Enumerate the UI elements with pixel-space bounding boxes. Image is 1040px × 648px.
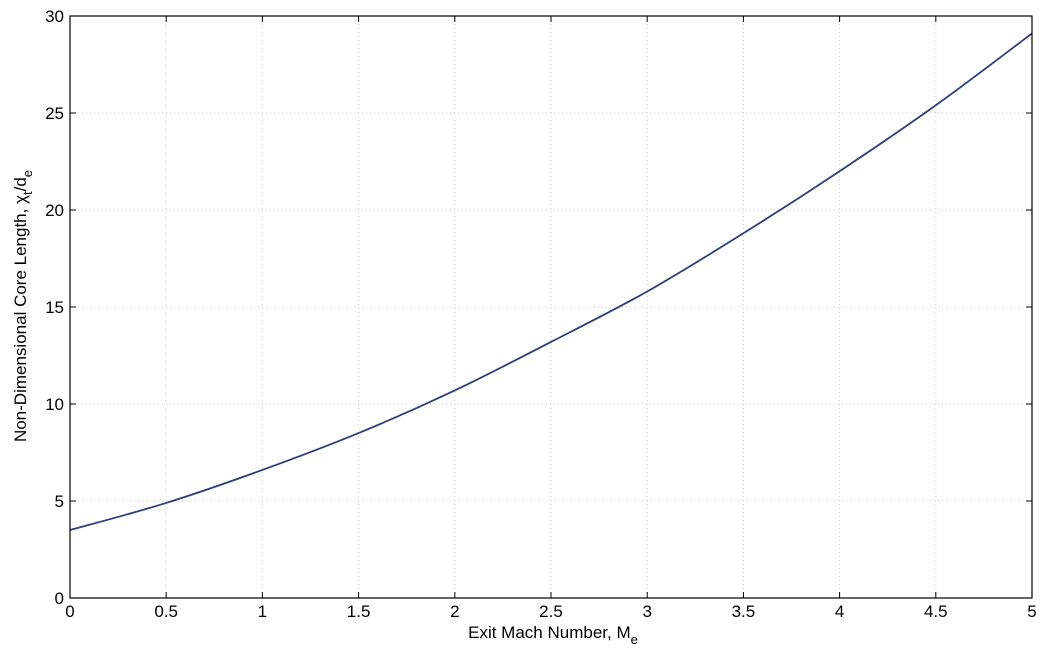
y-tick-label: 15	[45, 298, 64, 317]
x-tick-labels: 0 0.5 1 1.5 2 2.5 3 3.5 4 4.5 5	[65, 602, 1036, 621]
y-tick-label: 20	[45, 201, 64, 220]
x-tick-label: 4	[835, 602, 844, 621]
y-axis-title: Non-Dimensional Core Length, χt/de	[11, 170, 35, 442]
series-layer	[69, 32, 1033, 531]
x-tick-label: 2	[450, 602, 459, 621]
y-tick-label: 5	[55, 492, 64, 511]
x-tick-label: 3	[642, 602, 651, 621]
y-tick-label: 25	[45, 104, 64, 123]
x-tick-label: 4.5	[924, 602, 948, 621]
x-tick-label: 0.5	[154, 602, 178, 621]
x-tick-label: 1	[258, 602, 267, 621]
y-tick-labels: 0 5 10 15 20 25 30	[45, 7, 64, 608]
ticks	[69, 15, 1033, 599]
grid	[70, 16, 1032, 598]
x-tick-label: 1.5	[347, 602, 371, 621]
y-tick-label: 30	[45, 7, 64, 26]
y-tick-label: 10	[45, 395, 64, 414]
x-tick-label: 0	[65, 602, 74, 621]
x-tick-label: 3.5	[732, 602, 756, 621]
series-line	[69, 32, 1033, 531]
x-tick-label: 5	[1027, 602, 1036, 621]
x-axis-title: Exit Mach Number, Me	[468, 623, 638, 647]
x-tick-label: 2.5	[539, 602, 563, 621]
y-tick-label: 0	[55, 589, 64, 608]
